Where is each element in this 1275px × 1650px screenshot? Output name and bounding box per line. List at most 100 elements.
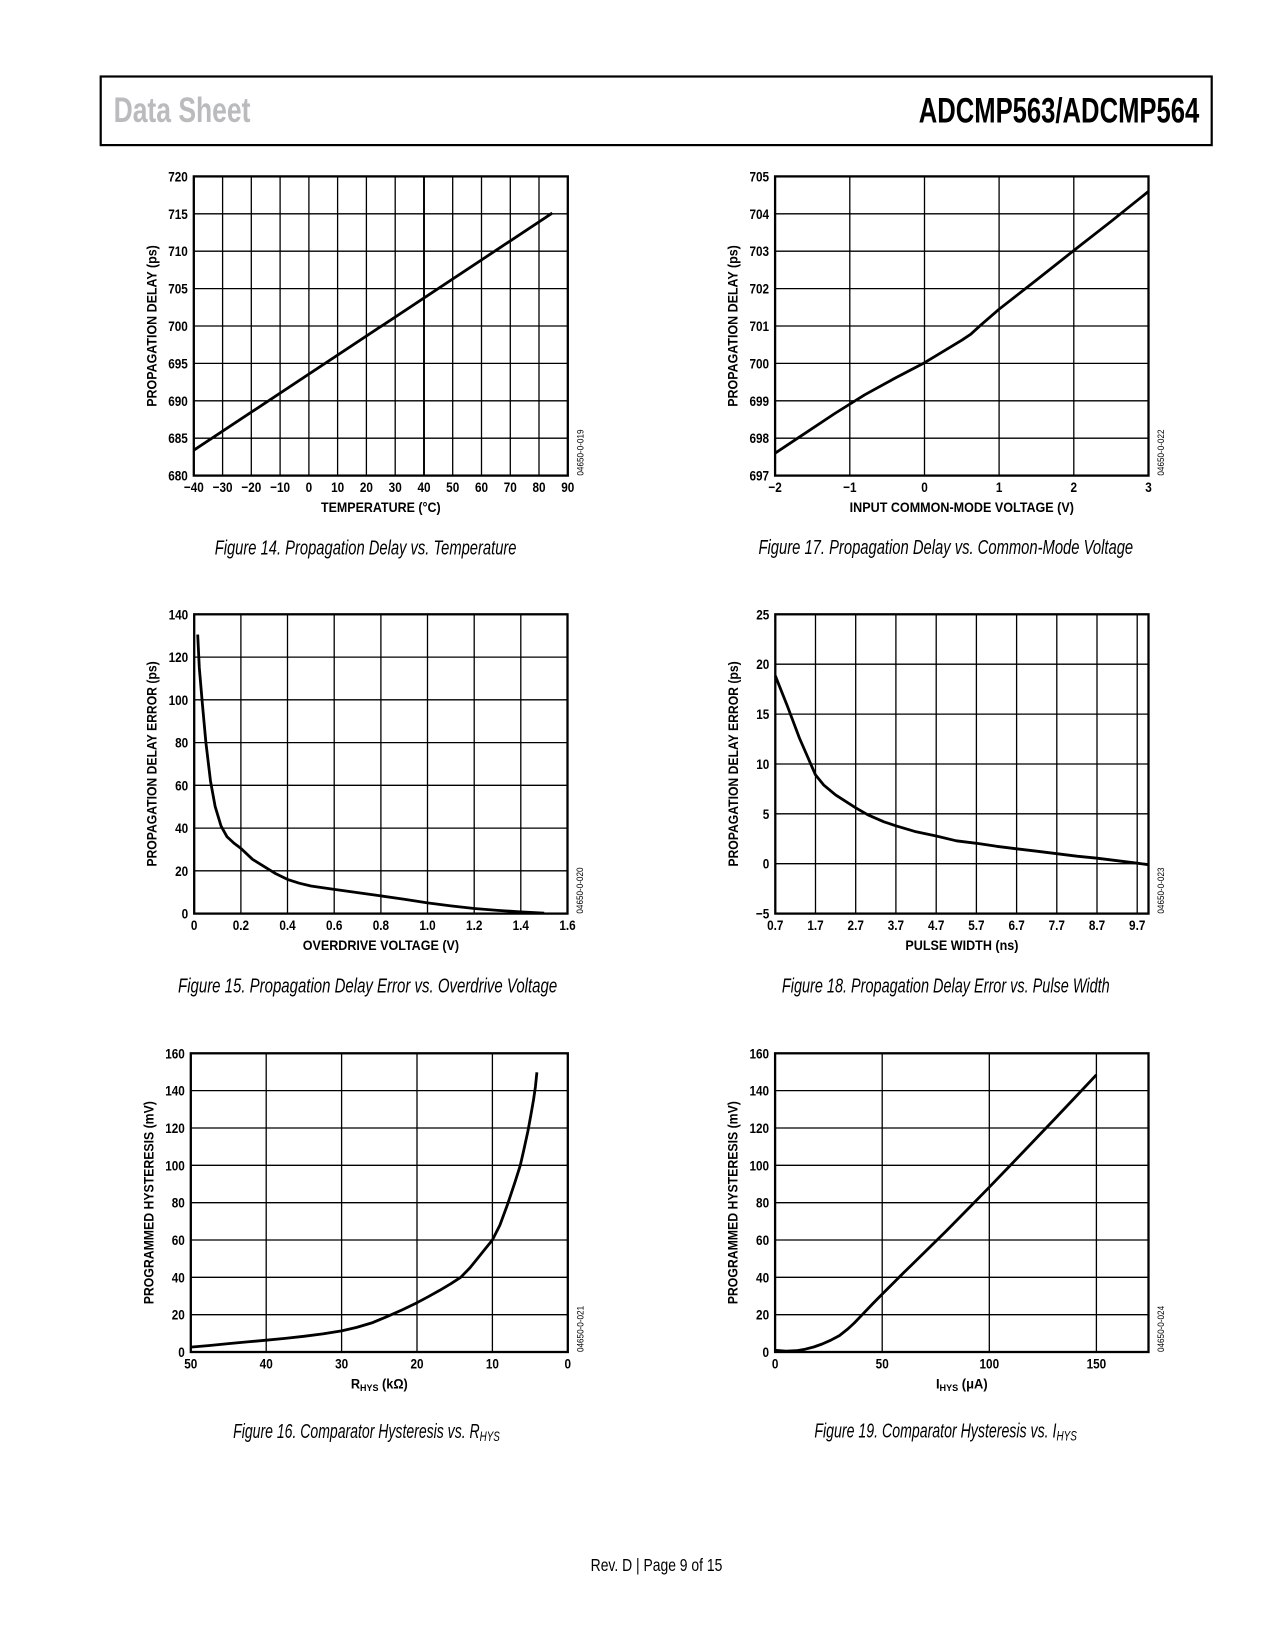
svg-text:−10: −10: [270, 479, 290, 495]
svg-text:0: 0: [178, 1344, 185, 1360]
svg-text:697: 697: [750, 468, 770, 484]
svg-text:1.2: 1.2: [466, 917, 482, 933]
svg-text:Data Sheet: Data Sheet: [114, 90, 251, 129]
svg-text:30: 30: [335, 1356, 348, 1372]
svg-text:20: 20: [756, 1307, 769, 1323]
svg-text:160: 160: [750, 1045, 770, 1061]
svg-text:120: 120: [750, 1120, 770, 1136]
svg-text:Figure 14. Propagation Delay v: Figure 14. Propagation Delay vs. Tempera…: [215, 536, 517, 559]
svg-text:80: 80: [175, 735, 188, 751]
svg-text:0: 0: [763, 1344, 770, 1360]
svg-text:04650-0-022: 04650-0-022: [1156, 429, 1167, 475]
svg-text:7.7: 7.7: [1049, 917, 1065, 933]
svg-text:IHYS (μA): IHYS (μA): [936, 1376, 988, 1393]
svg-text:715: 715: [168, 206, 188, 222]
svg-text:680: 680: [168, 468, 188, 484]
svg-text:04650-0-019: 04650-0-019: [575, 429, 586, 475]
svg-text:0: 0: [306, 479, 313, 495]
svg-text:704: 704: [750, 206, 770, 222]
svg-text:04650-0-024: 04650-0-024: [1156, 1306, 1167, 1352]
svg-text:1.7: 1.7: [807, 917, 823, 933]
svg-text:1.4: 1.4: [513, 917, 530, 933]
svg-text:70: 70: [504, 479, 517, 495]
svg-text:04650-0-023: 04650-0-023: [1156, 867, 1167, 913]
svg-text:6.7: 6.7: [1008, 917, 1024, 933]
svg-text:40: 40: [172, 1269, 185, 1285]
svg-text:25: 25: [756, 606, 769, 622]
svg-text:40: 40: [417, 479, 430, 495]
svg-text:3: 3: [1145, 479, 1152, 495]
svg-text:60: 60: [475, 479, 488, 495]
svg-text:100: 100: [750, 1157, 770, 1173]
svg-text:0: 0: [182, 906, 189, 922]
svg-text:−5: −5: [756, 906, 769, 922]
svg-text:−1: −1: [843, 479, 856, 495]
svg-text:PROGRAMMED HYSTERESIS (mV): PROGRAMMED HYSTERESIS (mV): [725, 1101, 741, 1304]
svg-text:0: 0: [191, 917, 198, 933]
svg-text:160: 160: [165, 1045, 185, 1061]
svg-text:20: 20: [410, 1356, 423, 1372]
svg-text:PULSE WIDTH (ns): PULSE WIDTH (ns): [905, 938, 1018, 954]
svg-text:720: 720: [168, 168, 188, 184]
svg-text:703: 703: [750, 243, 770, 259]
svg-text:2: 2: [1071, 479, 1078, 495]
svg-text:Figure 17. Propagation Delay v: Figure 17. Propagation Delay vs. Common-…: [758, 536, 1133, 559]
svg-text:30: 30: [389, 479, 402, 495]
svg-text:3.7: 3.7: [888, 917, 904, 933]
svg-text:60: 60: [175, 777, 188, 793]
svg-text:20: 20: [360, 479, 373, 495]
svg-text:20: 20: [756, 656, 769, 672]
svg-text:−2: −2: [768, 479, 781, 495]
svg-text:60: 60: [756, 1232, 769, 1248]
svg-text:690: 690: [168, 393, 188, 409]
svg-text:Rev. D | Page 9 of 15: Rev. D | Page 9 of 15: [591, 1556, 723, 1576]
svg-text:04650-0-020: 04650-0-020: [575, 867, 586, 913]
svg-text:TEMPERATURE (°C): TEMPERATURE (°C): [321, 500, 441, 516]
svg-text:698: 698: [750, 430, 770, 446]
svg-text:0.4: 0.4: [279, 917, 296, 933]
svg-text:−20: −20: [241, 479, 261, 495]
svg-text:50: 50: [446, 479, 459, 495]
svg-text:1.0: 1.0: [419, 917, 435, 933]
svg-text:0: 0: [921, 479, 928, 495]
svg-text:699: 699: [750, 393, 770, 409]
svg-text:04650-0-021: 04650-0-021: [575, 1306, 586, 1352]
svg-text:0.2: 0.2: [233, 917, 249, 933]
svg-text:100: 100: [169, 692, 189, 708]
svg-text:140: 140: [169, 606, 189, 622]
svg-text:710: 710: [168, 243, 188, 259]
svg-text:20: 20: [172, 1307, 185, 1323]
svg-text:80: 80: [756, 1195, 769, 1211]
svg-text:10: 10: [331, 479, 344, 495]
svg-text:4.7: 4.7: [928, 917, 944, 933]
svg-text:5: 5: [763, 806, 770, 822]
svg-text:702: 702: [750, 281, 770, 297]
svg-text:120: 120: [169, 649, 189, 665]
svg-text:140: 140: [750, 1083, 770, 1099]
svg-text:Figure 16. Comparator Hysteres: Figure 16. Comparator Hysteresis vs. RHY…: [233, 1419, 500, 1444]
svg-text:40: 40: [756, 1269, 769, 1285]
svg-text:60: 60: [172, 1232, 185, 1248]
svg-text:705: 705: [168, 281, 188, 297]
svg-text:0.7: 0.7: [767, 917, 783, 933]
svg-text:100: 100: [980, 1356, 1000, 1372]
svg-text:PROPAGATION DELAY (ps): PROPAGATION DELAY (ps): [725, 245, 741, 407]
svg-text:140: 140: [165, 1083, 185, 1099]
svg-text:15: 15: [756, 706, 769, 722]
svg-text:Figure 15. Propagation Delay E: Figure 15. Propagation Delay Error vs. O…: [178, 974, 557, 997]
svg-text:10: 10: [486, 1356, 499, 1372]
svg-text:9.7: 9.7: [1129, 917, 1145, 933]
svg-text:PROGRAMMED HYSTERESIS (mV): PROGRAMMED HYSTERESIS (mV): [141, 1101, 157, 1304]
svg-text:701: 701: [750, 318, 770, 334]
svg-text:150: 150: [1087, 1356, 1107, 1372]
svg-text:700: 700: [168, 318, 188, 334]
svg-text:0.6: 0.6: [326, 917, 342, 933]
svg-text:40: 40: [175, 820, 188, 836]
svg-text:685: 685: [168, 430, 188, 446]
svg-text:0: 0: [772, 1356, 779, 1372]
svg-text:120: 120: [165, 1120, 185, 1136]
svg-text:695: 695: [168, 355, 188, 371]
svg-text:RHYS (kΩ): RHYS (kΩ): [351, 1376, 408, 1393]
svg-text:8.7: 8.7: [1089, 917, 1105, 933]
svg-text:1: 1: [996, 479, 1003, 495]
